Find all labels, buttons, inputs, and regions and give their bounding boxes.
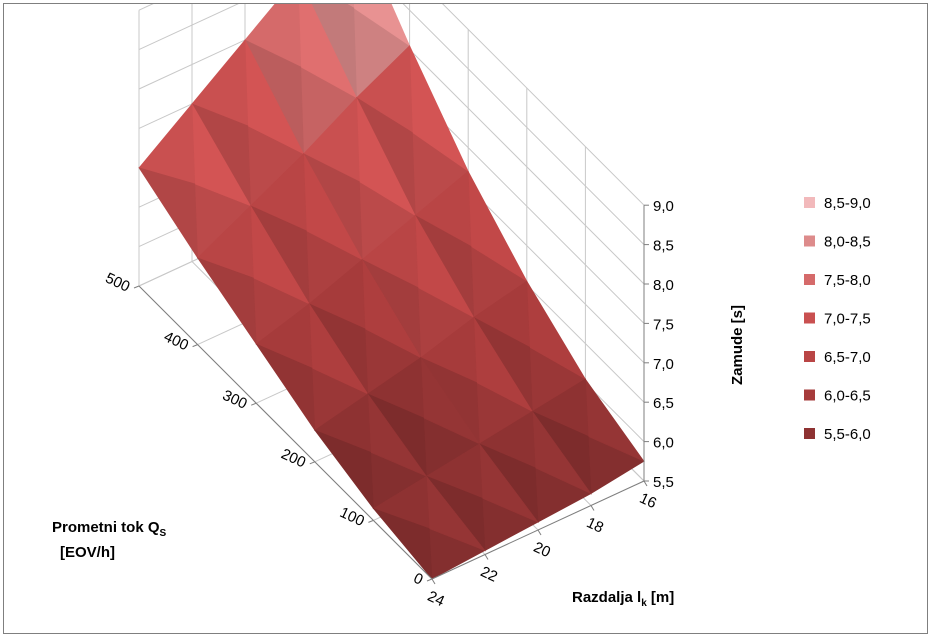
- legend-label: 6,0-6,5: [824, 388, 871, 405]
- legend-label: 6,5-7,0: [824, 349, 871, 366]
- y-tick: [133, 285, 140, 289]
- x-tick-label: 20: [531, 539, 553, 561]
- legend-swatch: [804, 235, 815, 247]
- z-tick-label: 6,0: [653, 435, 674, 452]
- x-tick: [643, 480, 648, 487]
- surface-chart: 5,5 6,0 6,5 7,0 7,5 8,0 8,5 9,0 0 100 200 300 400 50…: [52, 0, 871, 610]
- legend-swatch: [804, 389, 815, 401]
- chart-frame: 5,5 6,0 6,5 7,0 7,5 8,0 8,5 9,0 0 100 200 300 400 50…: [3, 0, 928, 634]
- x-tick: [484, 554, 489, 560]
- y-tick-label: 100: [337, 504, 367, 530]
- surface-plot: [138, 0, 645, 580]
- x-tick: [431, 578, 436, 585]
- surface-facet: [196, 257, 257, 346]
- y-tick: [309, 461, 315, 465]
- y-tick: [251, 402, 257, 406]
- z-tick-label: 7,5: [653, 316, 674, 333]
- legend-swatch: [804, 274, 815, 285]
- surface-facet: [372, 507, 433, 580]
- legend-label: 7,5-8,0: [824, 272, 871, 289]
- y-tick: [368, 519, 374, 523]
- x-axis-title: Razdalja lk [m]: [572, 589, 674, 609]
- y-axis-line: [138, 285, 433, 580]
- z-axis: 5,5 6,0 6,5 7,0 7,5 8,0 8,5 9,0: [643, 198, 674, 491]
- z-tick-label: 9,0: [653, 198, 674, 215]
- legend-label: 8,5-9,0: [824, 195, 871, 212]
- z-axis-title: Zamude [s]: [729, 305, 746, 385]
- x-axis-title-main: Razdalja l: [572, 589, 641, 606]
- x-tick-label: 18: [584, 514, 606, 536]
- legend-swatch: [804, 351, 815, 362]
- legend-label: 7,0-7,5: [824, 311, 871, 328]
- x-axis-title-sub: k: [641, 598, 647, 609]
- y-tick: [426, 578, 433, 582]
- y-tick-label: 400: [161, 328, 191, 354]
- z-gridline: [138, 0, 645, 285]
- legend: 8,5-9,0 8,0-8,5 7,5-8,0 7,0-7,5 6,5-7,0 6,0-6…: [804, 195, 871, 443]
- x-tick: [537, 529, 542, 536]
- z-tick-label: 8,5: [653, 238, 674, 255]
- y-tick: [192, 344, 198, 348]
- x-axis: 24 22 20 18 16: [425, 480, 659, 610]
- z-tick-label: 5,5: [653, 474, 674, 491]
- z-tick-label: 7,0: [653, 356, 674, 373]
- surface-facet: [255, 343, 316, 432]
- surface-facet: [313, 429, 374, 510]
- surface-facet: [353, 0, 411, 47]
- y-axis-title-sub: S: [160, 528, 167, 539]
- legend-label: 5,5-6,0: [824, 426, 871, 443]
- legend-swatch: [804, 428, 815, 439]
- legend-swatch: [804, 312, 815, 324]
- surface-facet: [138, 167, 198, 259]
- x-axis-title-unit: [m]: [647, 589, 675, 606]
- y-tick-label: 500: [103, 270, 133, 296]
- y-tick-label: 0: [411, 570, 426, 589]
- y-axis-title-main: Prometni tok Q: [52, 519, 160, 536]
- x-tick-label: 16: [637, 490, 659, 512]
- z-gridline: [138, 0, 645, 206]
- x-tick: [590, 505, 595, 511]
- y-axis-title: Prometni tok QS: [52, 519, 167, 539]
- z-tick-label: 6,5: [653, 395, 674, 412]
- y-tick-label: 200: [278, 445, 308, 471]
- y-axis-title-unit: [EOV/h]: [60, 544, 115, 561]
- x-tick-label: 22: [478, 563, 500, 585]
- y-tick-label: 300: [220, 387, 250, 413]
- legend-swatch: [804, 197, 815, 208]
- x-tick-label: 24: [425, 588, 447, 610]
- legend-label: 8,0-8,5: [824, 234, 871, 251]
- z-gridline: [138, 0, 645, 245]
- z-tick-label: 8,0: [653, 277, 674, 294]
